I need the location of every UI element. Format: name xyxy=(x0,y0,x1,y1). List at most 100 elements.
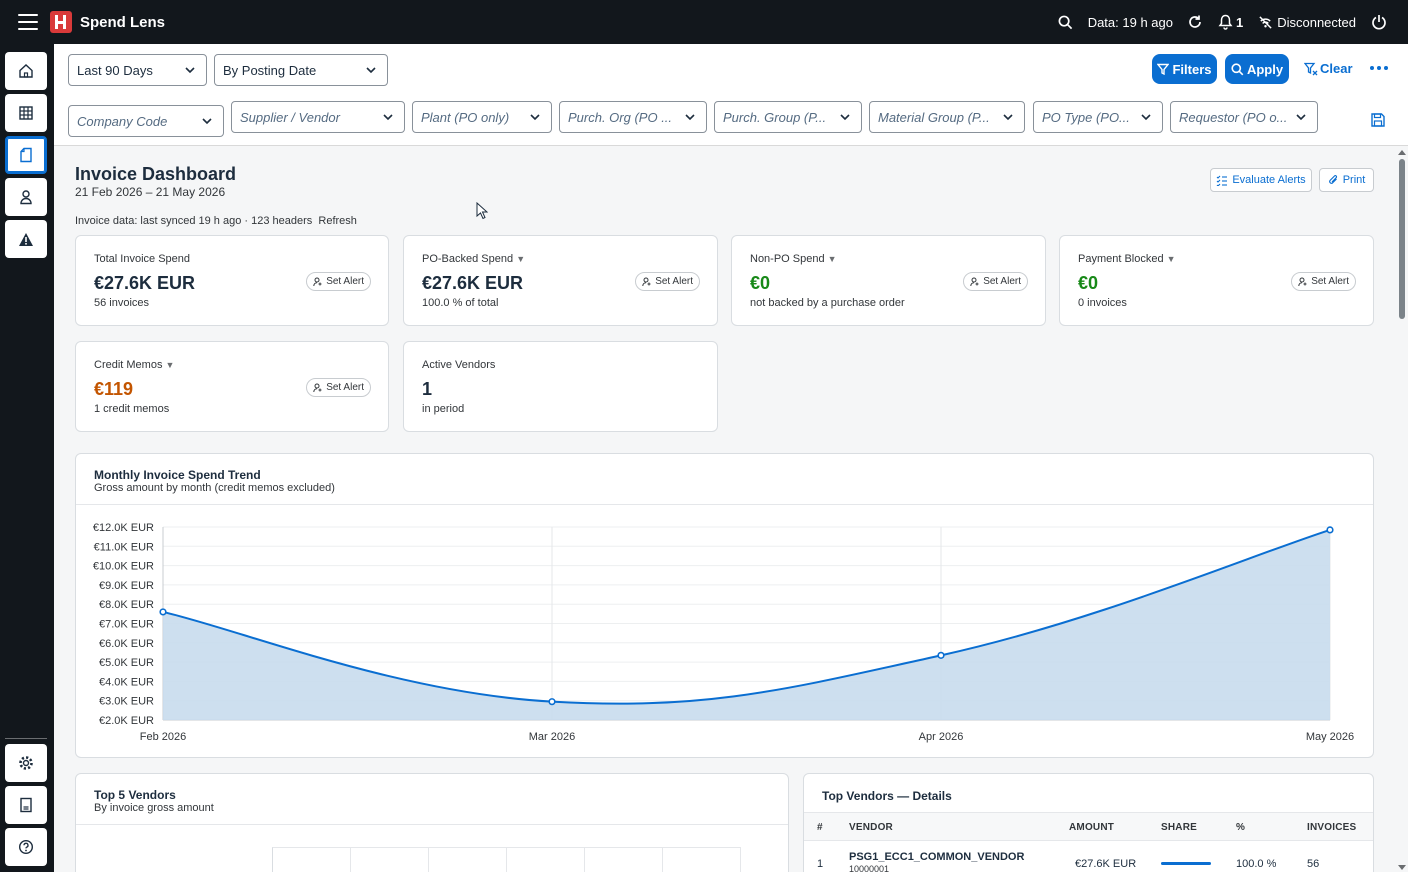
caret-down-icon[interactable]: ▼ xyxy=(1166,254,1176,264)
nav-alerts[interactable] xyxy=(5,220,47,258)
app-logo xyxy=(50,11,72,33)
vertical-scrollbar[interactable] xyxy=(1396,147,1408,872)
set-alert-button[interactable]: Set Alert xyxy=(1291,272,1356,291)
nav-suppliers[interactable] xyxy=(5,178,47,216)
date-basis-select[interactable]: By Posting Date xyxy=(214,54,388,86)
y-tick-label: €7.0K EUR xyxy=(99,619,154,631)
refresh-link[interactable]: Refresh xyxy=(318,215,357,227)
filters-button[interactable]: Filters xyxy=(1152,54,1217,84)
kpi-card-credit-memos: Credit Memos ▼ €119 1 credit memos Set A… xyxy=(75,341,389,432)
filters-label: Filters xyxy=(1172,61,1212,77)
clear-label: Clear xyxy=(1320,61,1353,76)
kpi-value: 1 xyxy=(422,379,433,399)
material-group-select[interactable]: Material Group (P... xyxy=(869,101,1025,133)
side-navigation xyxy=(0,44,54,872)
col-rank[interactable]: # xyxy=(817,822,823,833)
vendor-details-panel: Top Vendors — Details # VENDOR AMOUNT SH… xyxy=(803,773,1374,872)
row-vendor-name: PSG1_ECC1_COMMON_VENDOR xyxy=(849,851,1025,863)
row-rank: 1 xyxy=(817,858,824,870)
y-tick-label: €12.0K EUR xyxy=(93,522,154,534)
chevron-down-icon xyxy=(383,114,393,121)
user-bell-icon xyxy=(313,383,322,392)
col-vendor[interactable]: VENDOR xyxy=(849,822,893,833)
nav-reports[interactable] xyxy=(5,786,47,824)
print-button[interactable]: Print xyxy=(1319,168,1374,192)
data-age-label: Data: 19 h ago xyxy=(1087,14,1173,30)
kpi-value: €0 xyxy=(1078,273,1099,293)
data-point xyxy=(159,608,167,616)
purch-org-select[interactable]: Purch. Org (PO ... xyxy=(559,101,707,133)
user-bell-icon xyxy=(1298,277,1307,286)
supplier-select[interactable]: Supplier / Vendor xyxy=(231,101,405,133)
nav-invoices[interactable] xyxy=(5,136,47,174)
save-icon[interactable] xyxy=(1370,112,1386,133)
kpi-card-active-vendors: Active Vendors 1 in period xyxy=(403,341,718,432)
share-bar-track xyxy=(1161,862,1211,865)
kpi-card-total-spend: Total Invoice Spend €27.6K EUR 56 invoic… xyxy=(75,235,389,326)
caret-down-icon[interactable]: ▼ xyxy=(165,360,175,370)
nav-help[interactable] xyxy=(5,828,47,866)
col-share[interactable]: SHARE xyxy=(1161,822,1198,833)
nav-settings[interactable] xyxy=(5,744,47,782)
list-check-icon xyxy=(1216,175,1228,186)
caret-down-icon[interactable]: ▼ xyxy=(827,254,837,264)
disconnected-icon xyxy=(1256,13,1274,31)
apply-button[interactable]: Apply xyxy=(1225,54,1289,84)
col-percent[interactable]: % xyxy=(1236,822,1246,833)
col-amount[interactable]: AMOUNT xyxy=(1069,822,1115,833)
purch-group-select[interactable]: Purch. Group (P... xyxy=(714,101,862,133)
trend-chart: €12.0K EUR €11.0K EUR €10.0K EUR €9.0K EUR €… xyxy=(93,522,1354,743)
search-icon xyxy=(1231,62,1244,75)
page-title: Invoice Dashboard xyxy=(75,164,237,184)
set-alert-label: Set Alert xyxy=(983,276,1021,287)
power-icon[interactable] xyxy=(1370,13,1388,31)
bell-icon[interactable] xyxy=(1217,13,1235,31)
set-alert-button[interactable]: Set Alert xyxy=(963,272,1028,291)
set-alert-button[interactable]: Set Alert xyxy=(306,378,371,397)
hamburger-menu-icon[interactable] xyxy=(18,14,38,30)
date-range: 21 Feb 2026 – 21 May 2026 xyxy=(75,185,226,199)
report-icon xyxy=(20,797,32,813)
set-alert-button[interactable]: Set Alert xyxy=(635,272,700,291)
scroll-down-icon[interactable] xyxy=(1398,865,1406,870)
kpi-card-non-po: Non-PO Spend ▼ €0 not backed by a purcha… xyxy=(731,235,1046,326)
kpi-subtext: 56 invoices xyxy=(94,297,150,309)
col-invoices[interactable]: INVOICES xyxy=(1307,822,1357,833)
chevron-down-icon xyxy=(366,67,376,74)
evaluate-alerts-button[interactable]: Evaluate Alerts xyxy=(1210,168,1312,192)
refresh-icon[interactable] xyxy=(1186,13,1204,31)
clear-button[interactable]: Clear xyxy=(1304,61,1353,76)
nav-home[interactable] xyxy=(5,52,47,90)
user-bell-icon xyxy=(642,277,651,286)
table-row[interactable]: 1 PSG1_ECC1_COMMON_VENDOR 10000001 €27.6… xyxy=(804,842,1373,872)
panel-title: Top Vendors — Details xyxy=(822,789,952,803)
scroll-up-icon[interactable] xyxy=(1398,150,1406,155)
nav-grid[interactable] xyxy=(5,94,47,132)
panel-subtitle: By invoice gross amount xyxy=(94,802,214,814)
panel-divider xyxy=(76,824,788,825)
more-options-icon[interactable] xyxy=(1370,66,1388,70)
company-code-select[interactable]: Company Code xyxy=(68,105,224,137)
y-tick-label: €10.0K EUR xyxy=(93,561,154,573)
kpi-subtext: in period xyxy=(422,403,465,415)
kpi-subtext: not backed by a purchase order xyxy=(750,297,905,309)
search-icon[interactable] xyxy=(1057,13,1075,31)
chart-title: Monthly Invoice Spend Trend xyxy=(94,468,261,482)
shell-bar: Spend Lens Data: 19 h ago 1 Disconnected xyxy=(0,0,1408,44)
data-point xyxy=(1326,526,1334,534)
date-basis-value: By Posting Date xyxy=(223,62,317,78)
y-tick-label: €6.0K EUR xyxy=(99,638,154,650)
set-alert-button[interactable]: Set Alert xyxy=(306,272,371,291)
caret-down-icon[interactable]: ▼ xyxy=(516,254,526,264)
requestor-select[interactable]: Requestor (PO o... xyxy=(1170,101,1318,133)
panel-title: Top 5 Vendors xyxy=(94,788,176,802)
nav-separator xyxy=(5,738,47,739)
kpi-value: €27.6K EUR xyxy=(422,273,524,293)
bar-chart-grid xyxy=(272,847,741,872)
scroll-thumb[interactable] xyxy=(1399,159,1405,319)
period-select[interactable]: Last 90 Days xyxy=(68,54,207,86)
data-point xyxy=(548,698,556,706)
po-type-select[interactable]: PO Type (PO... xyxy=(1033,101,1163,133)
plant-select[interactable]: Plant (PO only) xyxy=(412,101,552,133)
panel-divider xyxy=(76,504,1373,505)
